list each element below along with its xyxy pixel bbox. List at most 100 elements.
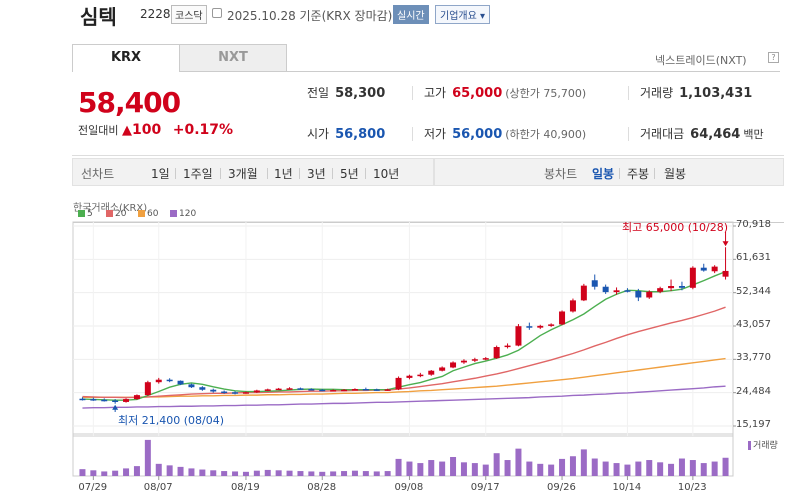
candle-body xyxy=(602,286,609,293)
divider xyxy=(628,127,629,141)
stock-header: 심텍 222800 코스닥 2025.10.28 기준(KRX 장마감) 실시간… xyxy=(0,0,800,30)
candle-body xyxy=(428,370,435,375)
candle-monthly[interactable]: 월봉 xyxy=(664,167,687,181)
chart-source: 한국거래소(KRX) xyxy=(73,203,148,214)
volume-bar xyxy=(406,461,413,476)
stat-sub: (상한가 75,700) xyxy=(505,87,587,100)
period-3m[interactable]: 3개월 xyxy=(228,167,258,181)
candle-body xyxy=(384,389,391,391)
legend-label: 5 xyxy=(87,209,93,219)
candle-body xyxy=(646,291,653,298)
legend-swatch xyxy=(170,210,177,217)
stat-unit: 백만 xyxy=(743,128,764,141)
legend-swatch xyxy=(138,210,145,217)
stat-open: 시가 56,800 xyxy=(307,125,385,142)
legend-swatch xyxy=(106,210,113,217)
company-info-dropdown[interactable]: 기업개요 ▾ xyxy=(435,5,491,24)
candle-body xyxy=(548,324,555,326)
candle-body xyxy=(351,389,358,391)
candle-chart-label[interactable]: 봉차트 xyxy=(544,167,578,181)
candle-body xyxy=(624,290,631,292)
divider xyxy=(619,168,620,179)
candle-body xyxy=(537,325,544,328)
volume-bar xyxy=(362,471,369,476)
candle-body xyxy=(232,392,239,394)
candle-body xyxy=(417,374,424,377)
divider xyxy=(365,168,366,179)
volume-bar xyxy=(722,457,729,476)
divider xyxy=(332,168,333,179)
candle-body xyxy=(177,380,184,385)
candle-body xyxy=(133,395,140,400)
candle-body xyxy=(319,389,326,392)
help-icon[interactable]: ? xyxy=(768,52,779,63)
divider xyxy=(628,86,629,100)
volume-bar xyxy=(395,458,402,476)
volume-bar xyxy=(112,470,119,476)
volume-bar xyxy=(624,464,631,476)
volume-bar xyxy=(559,458,566,476)
volume-bar xyxy=(210,470,217,476)
candle-body xyxy=(559,311,566,325)
volume-bar xyxy=(297,471,304,476)
stock-name: 심텍 xyxy=(80,5,117,29)
candle-body xyxy=(199,387,206,390)
candle-body xyxy=(123,399,130,402)
divider xyxy=(412,127,413,141)
tab-divider xyxy=(180,71,780,72)
chevron-down-icon: ▾ xyxy=(480,11,486,22)
tab-krx[interactable]: KRX xyxy=(72,44,180,72)
volume-bar xyxy=(460,462,467,476)
volume-label: 거래량 xyxy=(753,441,778,451)
candle-body xyxy=(79,398,86,401)
period-1w[interactable]: 1주일 xyxy=(183,167,213,181)
x-tick-label: 08/07 xyxy=(143,482,173,493)
volume-bar xyxy=(678,458,685,476)
candle-body xyxy=(460,360,467,363)
volume-bar xyxy=(700,463,707,476)
candle-body xyxy=(613,290,620,293)
volume-bar xyxy=(275,470,282,476)
candle-weekly[interactable]: 주봉 xyxy=(627,167,650,181)
volume-bar xyxy=(384,471,391,476)
volume-bar xyxy=(166,465,173,476)
candle-body xyxy=(482,358,489,360)
legend-swatch xyxy=(78,210,85,217)
stat-high: 고가 65,000 (상한가 75,700) xyxy=(424,84,586,101)
x-tick-label: 10/23 xyxy=(677,482,707,493)
candle-body xyxy=(689,267,696,288)
candle-daily[interactable]: 일봉 xyxy=(592,167,615,181)
period-5y[interactable]: 5년 xyxy=(340,167,359,181)
candle-body xyxy=(155,379,162,383)
line-chart-label[interactable]: 선차트 xyxy=(81,167,115,181)
period-1y[interactable]: 1년 xyxy=(274,167,293,181)
max-annotation: 최고 65,000 (10/28) xyxy=(622,221,729,234)
volume-swatch xyxy=(748,441,751,450)
stat-low: 저가 56,000 (하한가 40,900) xyxy=(424,125,586,142)
candle-body xyxy=(112,400,119,403)
current-price: 58,400 xyxy=(78,86,181,119)
volume-bar xyxy=(79,469,86,476)
period-3y[interactable]: 3년 xyxy=(307,167,326,181)
legend-label: 60 xyxy=(147,209,159,219)
legend-ma5: 5 xyxy=(78,209,93,219)
y-tick-label: 24,484 xyxy=(736,385,771,397)
realtime-button[interactable]: 실시간 xyxy=(393,5,429,24)
volume-bar xyxy=(668,463,675,476)
legend-label: 20 xyxy=(115,209,127,219)
volume-bar xyxy=(373,471,380,476)
volume-bar xyxy=(188,468,195,476)
y-tick-label: 15,197 xyxy=(736,419,771,430)
stat-value: 1,103,431 xyxy=(679,86,753,101)
candle-body xyxy=(144,382,151,396)
candle-body xyxy=(297,388,304,390)
volume-bar xyxy=(602,461,609,476)
period-1d[interactable]: 1일 xyxy=(151,167,170,181)
x-tick-label: 10/14 xyxy=(612,482,642,493)
min-arrow-head xyxy=(112,404,119,410)
period-10y[interactable]: 10년 xyxy=(373,167,400,181)
candle-body xyxy=(668,286,675,289)
candle-body xyxy=(471,359,478,361)
